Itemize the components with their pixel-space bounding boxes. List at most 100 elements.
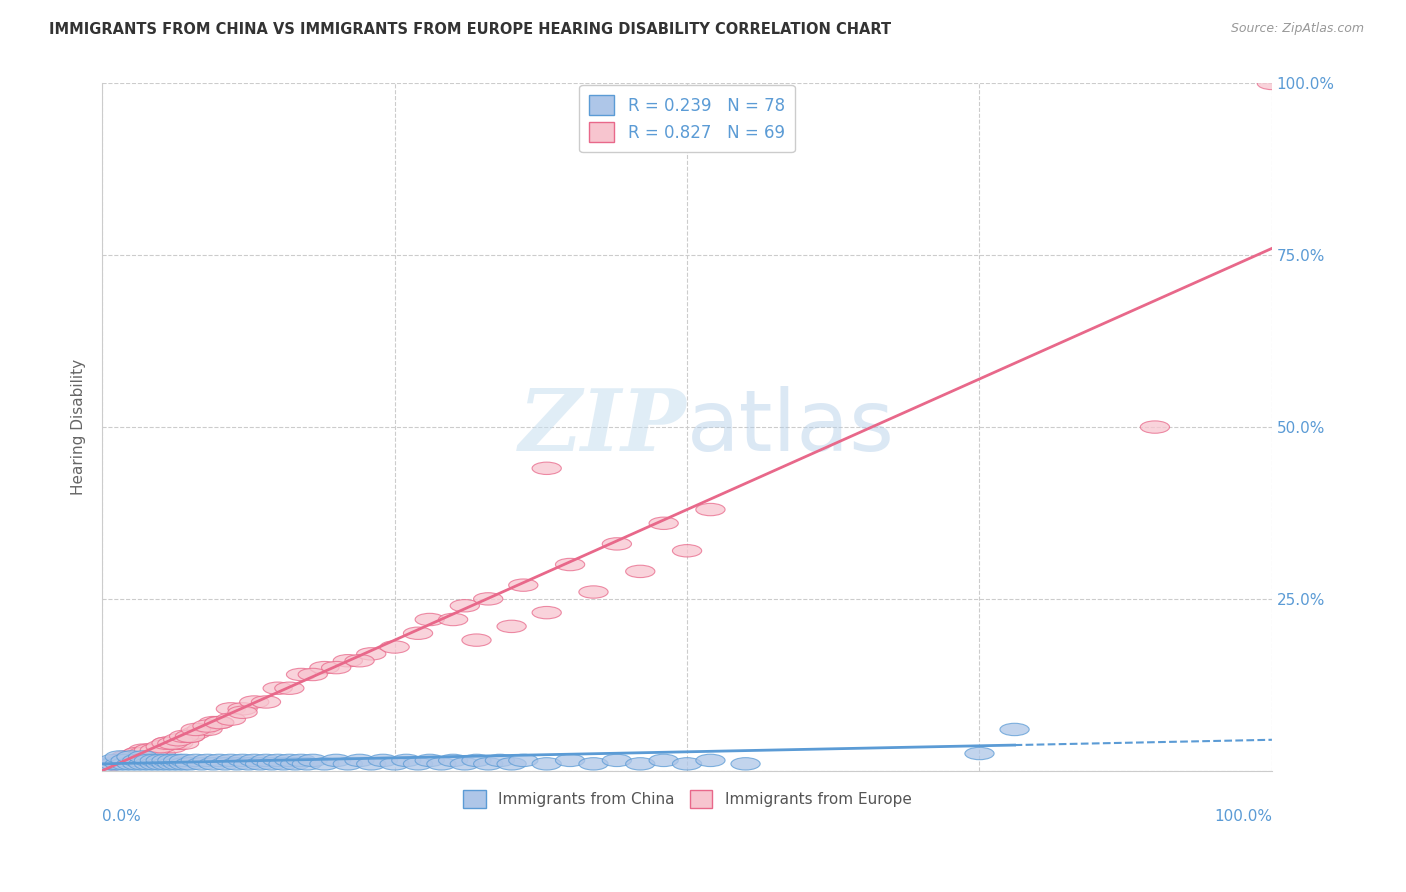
- Ellipse shape: [93, 757, 122, 770]
- Ellipse shape: [152, 737, 181, 749]
- Ellipse shape: [152, 757, 181, 770]
- Ellipse shape: [152, 755, 181, 766]
- Ellipse shape: [222, 757, 252, 770]
- Ellipse shape: [602, 538, 631, 550]
- Text: atlas: atlas: [688, 385, 896, 468]
- Ellipse shape: [228, 706, 257, 718]
- Text: Source: ZipAtlas.com: Source: ZipAtlas.com: [1230, 22, 1364, 36]
- Ellipse shape: [1000, 723, 1029, 736]
- Ellipse shape: [496, 620, 526, 632]
- Ellipse shape: [176, 731, 204, 742]
- Ellipse shape: [170, 757, 198, 770]
- Ellipse shape: [181, 755, 211, 766]
- Ellipse shape: [252, 755, 281, 766]
- Ellipse shape: [233, 757, 263, 770]
- Ellipse shape: [368, 755, 398, 766]
- Ellipse shape: [531, 462, 561, 475]
- Ellipse shape: [496, 757, 526, 770]
- Text: ZIP: ZIP: [519, 385, 688, 469]
- Ellipse shape: [287, 668, 316, 681]
- Ellipse shape: [292, 757, 322, 770]
- Ellipse shape: [135, 744, 163, 756]
- Legend: Immigrants from China, Immigrants from Europe: Immigrants from China, Immigrants from E…: [457, 784, 918, 814]
- Ellipse shape: [333, 757, 363, 770]
- Ellipse shape: [509, 755, 538, 766]
- Ellipse shape: [111, 755, 141, 766]
- Ellipse shape: [176, 757, 204, 770]
- Ellipse shape: [198, 757, 228, 770]
- Ellipse shape: [298, 668, 328, 681]
- Ellipse shape: [485, 755, 515, 766]
- Ellipse shape: [602, 755, 631, 766]
- Ellipse shape: [187, 723, 217, 736]
- Ellipse shape: [579, 757, 609, 770]
- Ellipse shape: [239, 696, 269, 708]
- Ellipse shape: [274, 755, 304, 766]
- Ellipse shape: [555, 755, 585, 766]
- Ellipse shape: [257, 757, 287, 770]
- Ellipse shape: [357, 648, 385, 660]
- Ellipse shape: [141, 744, 170, 756]
- Ellipse shape: [128, 744, 157, 756]
- Ellipse shape: [228, 755, 257, 766]
- Ellipse shape: [105, 757, 135, 770]
- Ellipse shape: [204, 716, 233, 729]
- Ellipse shape: [176, 731, 204, 742]
- Ellipse shape: [344, 655, 374, 667]
- Ellipse shape: [274, 682, 304, 694]
- Ellipse shape: [100, 757, 128, 770]
- Ellipse shape: [204, 755, 233, 766]
- Ellipse shape: [309, 757, 339, 770]
- Ellipse shape: [344, 755, 374, 766]
- Ellipse shape: [509, 579, 538, 591]
- Ellipse shape: [439, 755, 468, 766]
- Ellipse shape: [463, 755, 491, 766]
- Ellipse shape: [157, 740, 187, 753]
- Ellipse shape: [474, 757, 503, 770]
- Ellipse shape: [427, 757, 456, 770]
- Ellipse shape: [128, 757, 157, 770]
- Ellipse shape: [117, 751, 146, 764]
- Ellipse shape: [650, 755, 678, 766]
- Ellipse shape: [181, 723, 211, 736]
- Ellipse shape: [228, 703, 257, 715]
- Ellipse shape: [157, 755, 187, 766]
- Ellipse shape: [672, 545, 702, 557]
- Ellipse shape: [322, 755, 350, 766]
- Ellipse shape: [217, 713, 246, 725]
- Ellipse shape: [263, 755, 292, 766]
- Ellipse shape: [111, 757, 141, 770]
- Ellipse shape: [193, 723, 222, 736]
- Ellipse shape: [626, 757, 655, 770]
- Ellipse shape: [555, 558, 585, 571]
- Ellipse shape: [439, 614, 468, 625]
- Text: 100.0%: 100.0%: [1213, 808, 1272, 823]
- Ellipse shape: [193, 755, 222, 766]
- Ellipse shape: [380, 757, 409, 770]
- Ellipse shape: [626, 566, 655, 578]
- Ellipse shape: [146, 757, 176, 770]
- Ellipse shape: [672, 757, 702, 770]
- Ellipse shape: [263, 682, 292, 694]
- Ellipse shape: [1140, 421, 1170, 434]
- Ellipse shape: [187, 757, 217, 770]
- Ellipse shape: [579, 586, 609, 599]
- Ellipse shape: [146, 747, 176, 760]
- Ellipse shape: [163, 737, 193, 749]
- Ellipse shape: [309, 662, 339, 673]
- Ellipse shape: [122, 747, 152, 760]
- Ellipse shape: [731, 757, 761, 770]
- Ellipse shape: [211, 757, 239, 770]
- Ellipse shape: [111, 755, 141, 766]
- Ellipse shape: [105, 755, 135, 766]
- Ellipse shape: [117, 757, 146, 770]
- Ellipse shape: [163, 755, 193, 766]
- Ellipse shape: [474, 592, 503, 605]
- Ellipse shape: [128, 751, 157, 764]
- Ellipse shape: [380, 640, 409, 653]
- Ellipse shape: [141, 744, 170, 756]
- Ellipse shape: [198, 716, 228, 729]
- Ellipse shape: [135, 757, 163, 770]
- Ellipse shape: [105, 751, 135, 764]
- Ellipse shape: [281, 757, 309, 770]
